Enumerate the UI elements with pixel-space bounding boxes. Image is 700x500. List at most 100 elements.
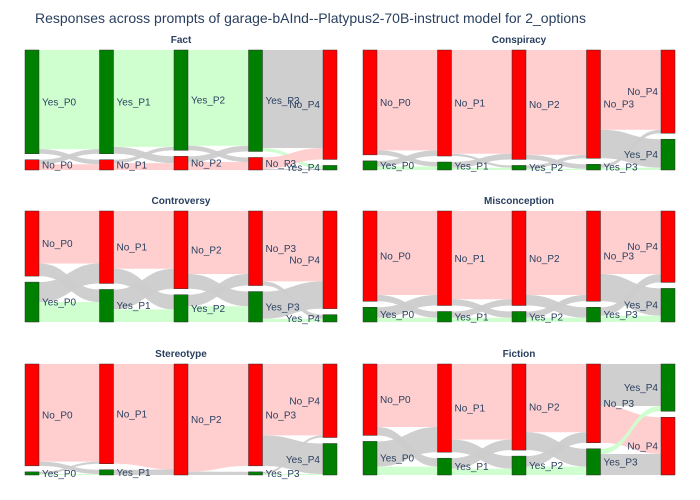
link-yes_p3-to-yes_p4[interactable] [262, 473, 324, 475]
link-yes_p1-to-yes_p2[interactable] [113, 309, 175, 322]
node-yes_p2[interactable] [511, 311, 527, 323]
link-yes_p3-to-no_p4[interactable] [262, 435, 324, 474]
node-yes_p0[interactable] [362, 441, 378, 476]
node-yes_p4[interactable] [322, 314, 338, 323]
node-yes_p2[interactable] [173, 49, 189, 151]
node-no_p4[interactable] [660, 49, 676, 134]
node-no_p1[interactable] [437, 49, 452, 157]
node-no_p3[interactable] [248, 210, 263, 286]
node-no_p1[interactable] [99, 210, 114, 284]
node-no_p2[interactable] [511, 49, 527, 160]
link-yes_p0-to-yes_p1[interactable] [377, 466, 438, 475]
node-no_p2[interactable] [511, 363, 527, 451]
node-yes_p3[interactable] [586, 164, 601, 171]
link-no_p1-to-no_p2[interactable] [451, 50, 513, 154]
link-no_p1-to-no_p2[interactable] [451, 211, 513, 300]
node-yes_p1[interactable] [437, 311, 452, 323]
node-yes_p0[interactable] [24, 471, 40, 476]
link-yes_p3-to-no_p4[interactable] [262, 281, 324, 319]
node-yes_p1[interactable] [99, 289, 114, 323]
node-no_p0[interactable] [362, 210, 378, 302]
node-no_p1[interactable] [99, 159, 114, 171]
link-yes_p0-to-no_p1[interactable] [377, 150, 438, 167]
link-yes_p2-to-yes_p3[interactable] [188, 50, 249, 146]
node-no_p1[interactable] [99, 363, 114, 464]
link-yes_p2-to-yes_p3[interactable] [188, 306, 249, 322]
link-yes_p0-to-yes_p1[interactable] [39, 50, 100, 150]
link-no_p3-to-no_p4[interactable] [262, 364, 324, 436]
node-no_p3[interactable] [248, 363, 263, 467]
link-yes_p3-to-yes_p4[interactable] [600, 315, 662, 322]
node-yes_p2[interactable] [173, 294, 189, 323]
link-no_p2-to-no_p3[interactable] [188, 162, 249, 170]
link-yes_p0-to-no_p1[interactable] [39, 461, 100, 474]
node-no_p0[interactable] [362, 363, 378, 436]
node-yes_p4[interactable] [322, 165, 338, 171]
link-yes_p0-to-yes_p1[interactable] [377, 317, 438, 322]
link-no_p3-to-no_p4[interactable] [600, 211, 662, 274]
link-yes_p3-to-no_p4[interactable] [600, 454, 662, 475]
link-no_p2-to-no_p3[interactable] [188, 211, 249, 274]
link-no_p0-to-no_p1[interactable] [377, 50, 438, 151]
link-no_p0-to-no_p1[interactable] [377, 211, 438, 295]
link-yes_p1-to-yes_p2[interactable] [113, 50, 175, 147]
link-no_p2-to-no_p3[interactable] [526, 50, 587, 155]
node-no_p4[interactable] [322, 210, 338, 309]
link-yes_p0-to-no_p1[interactable] [39, 263, 100, 303]
node-no_p1[interactable] [437, 210, 452, 306]
link-no_p0-to-yes_p1[interactable] [39, 149, 100, 165]
node-yes_p4[interactable] [660, 288, 676, 323]
link-no_p2-to-no_p3[interactable] [526, 364, 587, 433]
link-yes_p1-to-yes_p2[interactable] [451, 317, 513, 322]
node-yes_p3[interactable] [248, 291, 263, 323]
link-no_p1-to-no_p2[interactable] [451, 364, 513, 440]
link-yes_p2-to-yes_p3[interactable] [526, 317, 587, 322]
link-no_p3-to-no_p4[interactable] [262, 148, 324, 169]
node-no_p0[interactable] [24, 159, 40, 171]
node-yes_p3[interactable] [248, 49, 263, 152]
link-yes_p3-to-no_p4[interactable] [600, 274, 662, 316]
node-yes_p0[interactable] [24, 281, 40, 323]
link-no_p1-to-no_p2[interactable] [113, 163, 175, 170]
link-no_p2-to-no_p3[interactable] [526, 211, 587, 295]
link-no_p1-to-no_p2[interactable] [113, 211, 175, 269]
node-yes_p1[interactable] [437, 161, 452, 171]
link-yes_p3-to-no_p4[interactable] [262, 50, 324, 149]
node-yes_p3[interactable] [586, 448, 601, 476]
link-yes_p3-to-yes_p4[interactable] [600, 406, 662, 454]
link-yes_p1-to-no_p2[interactable] [451, 299, 513, 318]
link-yes_p0-to-yes_p1[interactable] [39, 302, 100, 322]
link-yes_p3-to-yes_p4[interactable] [262, 318, 324, 322]
node-yes_p0[interactable] [362, 160, 378, 171]
node-no_p4[interactable] [660, 210, 676, 283]
link-no_p0-to-no_p1[interactable] [39, 364, 100, 462]
node-no_p2[interactable] [173, 210, 189, 289]
link-yes_p0-to-yes_p1[interactable] [377, 166, 438, 170]
link-yes_p0-to-yes_p1[interactable] [39, 473, 100, 475]
link-no_p3-to-yes_p4[interactable] [600, 364, 662, 406]
node-no_p3[interactable] [248, 157, 263, 171]
node-no_p2[interactable] [173, 363, 189, 476]
link-yes_p0-to-no_p1[interactable] [377, 427, 438, 467]
link-no_p0-to-no_p1[interactable] [39, 211, 100, 264]
node-yes_p0[interactable] [24, 49, 40, 154]
link-yes_p1-to-yes_p2[interactable] [451, 468, 513, 475]
node-no_p0[interactable] [24, 363, 40, 467]
link-no_p3-to-no_p4[interactable] [600, 50, 662, 130]
node-yes_p4[interactable] [322, 443, 338, 476]
node-yes_p2[interactable] [511, 455, 527, 476]
node-no_p4[interactable] [660, 417, 676, 476]
link-yes_p1-to-yes_p2[interactable] [451, 167, 513, 170]
link-no_p3-to-yes_p4[interactable] [262, 168, 324, 170]
node-yes_p1[interactable] [99, 49, 114, 154]
link-yes_p2-to-yes_p3[interactable] [526, 466, 587, 475]
node-no_p3[interactable] [586, 49, 601, 159]
link-yes_p3-to-yes_p4[interactable] [600, 167, 662, 170]
link-yes_p1-to-no_p2[interactable] [451, 439, 513, 469]
node-yes_p3[interactable] [248, 471, 263, 476]
node-no_p3[interactable] [586, 363, 601, 443]
link-yes_p1-to-no_p2[interactable] [113, 268, 175, 310]
link-no_p3-to-no_p4[interactable] [262, 211, 324, 282]
node-yes_p4[interactable] [660, 363, 676, 412]
link-no_p2-to-yes_p3[interactable] [188, 145, 249, 163]
